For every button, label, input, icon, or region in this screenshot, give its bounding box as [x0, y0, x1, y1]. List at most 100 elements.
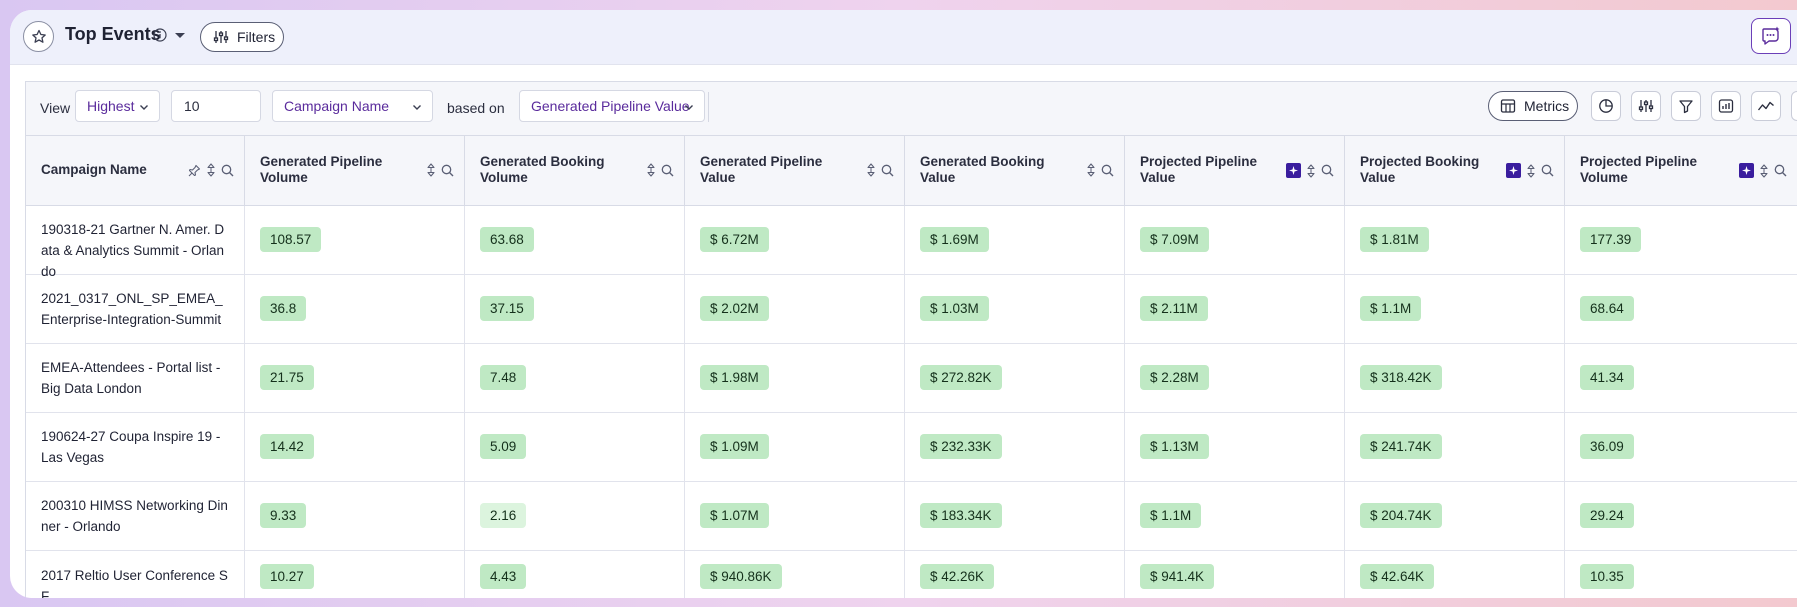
column-header[interactable]: Generated Booking Volume [465, 136, 685, 206]
column-header[interactable]: Projected Pipeline Value [1125, 136, 1345, 206]
info-icon[interactable] [153, 28, 167, 42]
metric-cell: $ 42.64K [1345, 551, 1565, 598]
metric-cell: $ 42.26K [905, 551, 1125, 598]
column-header-label: Campaign Name [41, 162, 147, 177]
pie-chart-button[interactable] [1591, 91, 1621, 121]
caret-down-icon[interactable] [174, 32, 186, 40]
favorite-star-button[interactable] [23, 21, 54, 52]
metric-cell: $ 318.42K [1345, 344, 1565, 412]
metric-cell: $ 241.74K [1345, 413, 1565, 481]
column-header[interactable]: Generated Pipeline Volume [245, 136, 465, 206]
sort-icon[interactable] [207, 163, 215, 177]
filters-button[interactable]: Filters [200, 22, 284, 52]
metric-cell: 36.09 [1565, 413, 1797, 481]
metric-select[interactable]: Generated Pipeline Value [519, 90, 705, 122]
metric-value: $ 2.11M [1140, 296, 1208, 321]
metric-cell: $ 7.09M [1125, 206, 1345, 274]
column-header[interactable]: Projected Booking Value [1345, 136, 1565, 206]
sliders-icon [1638, 100, 1654, 112]
metric-cell: $ 1.69M [905, 206, 1125, 274]
sort-icon[interactable] [1087, 163, 1095, 177]
metric-cell: 7.48 [465, 344, 685, 412]
metric-cell: $ 183.34K [905, 482, 1125, 550]
search-icon[interactable] [221, 164, 234, 177]
settings-sliders-button[interactable] [1631, 91, 1661, 121]
metric-cell: 63.68 [465, 206, 685, 274]
count-input[interactable]: 10 [171, 90, 261, 122]
chart-view-button[interactable] [1711, 91, 1741, 121]
metric-value: 108.57 [260, 227, 322, 252]
sort-icon[interactable] [427, 163, 435, 177]
sort-icon[interactable] [1760, 163, 1768, 178]
based-on-label: based on [447, 100, 505, 116]
metric-value: $ 1.13M [1140, 434, 1209, 459]
column-header-actions [1739, 163, 1787, 178]
metric-cell: $ 2.11M [1125, 275, 1345, 343]
trend-view-button[interactable] [1751, 91, 1781, 121]
dimension-select[interactable]: Campaign Name [272, 90, 433, 122]
campaign-name-cell: 2021_0317_ONL_SP_EMEA_Enterprise-Integra… [26, 275, 245, 343]
campaign-name: 190624-27 Coupa Inspire 19 - Las Vegas [41, 429, 221, 465]
column-header-label: Generated Pipeline Volume [260, 154, 383, 185]
sort-icon[interactable] [1527, 163, 1535, 178]
table-row[interactable]: 190624-27 Coupa Inspire 19 - Las Vegas 14… [26, 413, 1797, 482]
table-panel: View Highest 10 Campaign Name based on G… [25, 81, 1797, 598]
column-header-label: Generated Pipeline Value [700, 154, 823, 185]
metric-value: $ 272.82K [920, 365, 1002, 390]
search-icon[interactable] [441, 164, 454, 177]
column-header[interactable]: Campaign Name [26, 136, 245, 206]
metric-value: 5.09 [480, 434, 527, 459]
metric-value: 36.8 [260, 296, 307, 321]
metric-value: 41.34 [1580, 365, 1634, 390]
table-icon [1500, 99, 1516, 113]
table-row[interactable]: 2021_0317_ONL_SP_EMEA_Enterprise-Integra… [26, 275, 1797, 344]
column-header-actions [867, 163, 894, 177]
column-header[interactable]: Generated Pipeline Value [685, 136, 905, 206]
table-row[interactable]: 200310 HIMSS Networking Dinner - Orlando… [26, 482, 1797, 551]
search-icon[interactable] [661, 164, 674, 177]
search-icon[interactable] [881, 164, 894, 177]
metric-cell: 29.24 [1565, 482, 1797, 550]
sort-icon[interactable] [867, 163, 875, 177]
column-header[interactable]: Projected Pipeline Volume [1565, 136, 1797, 206]
metric-value: $ 241.74K [1360, 434, 1442, 459]
campaign-name: 200310 HIMSS Networking Dinner - Orlando [41, 498, 228, 534]
search-icon[interactable] [1321, 164, 1334, 177]
ai-chat-button[interactable] [1751, 18, 1791, 54]
metric-value: 29.24 [1580, 503, 1634, 528]
sort-icon[interactable] [647, 163, 655, 177]
column-header-label: Projected Pipeline Volume [1580, 154, 1698, 185]
order-select[interactable]: Highest [75, 90, 160, 122]
metric-select-value: Generated Pipeline Value [531, 98, 690, 114]
metrics-button[interactable]: Metrics [1488, 91, 1578, 121]
metric-value: 10.27 [260, 564, 314, 589]
pin-icon[interactable] [188, 164, 201, 177]
metric-cell: $ 941.4K [1125, 551, 1345, 598]
column-header-actions [188, 163, 234, 177]
metric-value: 37.15 [480, 296, 534, 321]
chat-sparkle-icon [1762, 26, 1780, 45]
column-header[interactable]: Generated Booking Value [905, 136, 1125, 206]
more-options-button[interactable] [1791, 91, 1797, 121]
metric-value: 21.75 [260, 365, 314, 390]
table-row[interactable]: EMEA-Attendees - Portal list - Big Data … [26, 344, 1797, 413]
search-icon[interactable] [1541, 164, 1554, 177]
chevron-down-icon [140, 105, 148, 110]
filter-button[interactable] [1671, 91, 1701, 121]
metric-cell: $ 1.1M [1125, 482, 1345, 550]
sort-icon[interactable] [1307, 163, 1315, 178]
metric-cell: $ 272.82K [905, 344, 1125, 412]
metric-value: $ 1.1M [1360, 296, 1422, 321]
metric-cell: 10.35 [1565, 551, 1797, 598]
table-row[interactable]: 2017 Reltio User Conference SF 10.27 4.43 $… [26, 551, 1797, 598]
campaign-name: EMEA-Attendees - Portal list - Big Data … [41, 360, 221, 396]
metric-value: 9.33 [260, 503, 307, 528]
metric-cell: 68.64 [1565, 275, 1797, 343]
funnel-icon [1679, 100, 1693, 114]
search-icon[interactable] [1774, 164, 1787, 177]
metrics-button-label: Metrics [1524, 98, 1570, 114]
table-row[interactable]: 190318-21 Gartner N. Amer. Data & Analyt… [26, 206, 1797, 279]
metric-cell: 108.57 [245, 206, 465, 274]
search-icon[interactable] [1101, 164, 1114, 177]
metric-value: $ 183.34K [920, 503, 1002, 528]
